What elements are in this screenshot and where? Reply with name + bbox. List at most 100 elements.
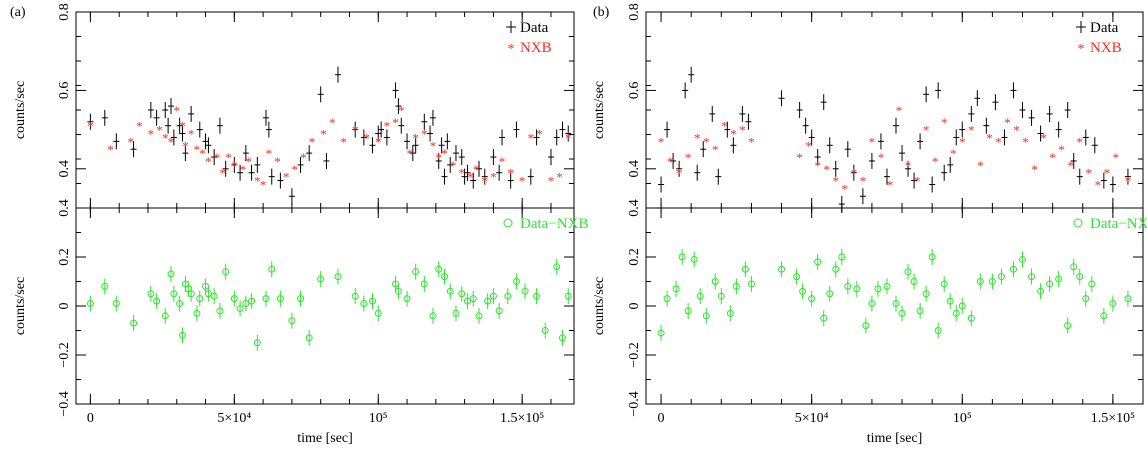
nxb-point: *	[136, 119, 143, 134]
data-point	[495, 307, 503, 315]
data-point	[368, 297, 376, 305]
nxb-point: *	[1086, 166, 1093, 181]
nxb-point: *	[156, 123, 163, 138]
data-point	[1082, 295, 1090, 303]
y-tick-label: −0.2	[57, 342, 72, 367]
nxb-point: *	[941, 115, 948, 130]
data-point	[429, 312, 437, 320]
data-point	[262, 295, 270, 303]
series-nxb: ****************************************…	[658, 40, 1131, 196]
series-nxb: ****************************************…	[87, 40, 571, 192]
x-tick-label: 10⁵	[369, 411, 388, 426]
nxb-point: *	[730, 127, 737, 142]
data-point	[711, 278, 719, 285]
data-point	[1088, 280, 1096, 288]
data-point	[288, 317, 296, 325]
data-point	[997, 273, 1005, 281]
nxb-point: *	[528, 130, 535, 145]
data-point	[967, 314, 975, 322]
data-point	[394, 287, 402, 295]
data-point	[1064, 322, 1072, 330]
y-tick-label: 0.4	[57, 199, 72, 217]
data-point	[702, 312, 710, 320]
nxb-point: *	[1013, 123, 1020, 138]
y-tick-label: 0.2	[57, 248, 72, 266]
nxb-point: *	[914, 174, 921, 189]
data-point	[475, 312, 483, 320]
nxb-point: *	[430, 138, 437, 153]
data-point	[1046, 280, 1054, 288]
data-point	[521, 287, 529, 295]
nxb-point: *	[220, 166, 227, 181]
y-tick-label: 0.4	[627, 199, 642, 217]
nxb-point: *	[878, 150, 885, 165]
y-axis-title: counts/sec	[13, 81, 28, 139]
data-point	[268, 265, 276, 273]
nxb-point: *	[995, 134, 1002, 149]
nxb-point: *	[968, 123, 975, 138]
nxb-point: *	[703, 134, 710, 149]
x-tick-label: 10⁵	[953, 411, 972, 426]
data-point	[657, 329, 665, 337]
data-point	[305, 334, 313, 342]
data-point	[1124, 295, 1132, 303]
series-data: Data	[658, 20, 1131, 213]
legend-label: NXB	[1090, 40, 1122, 56]
nxb-point: *	[685, 150, 692, 165]
nxb-point: *	[805, 138, 812, 153]
nxb-point: *	[507, 166, 514, 181]
data-point	[910, 278, 918, 285]
nxb-point: *	[407, 146, 414, 161]
y-tick-label: 0	[57, 303, 72, 310]
nxb-point: *	[977, 158, 984, 173]
y-tick-label: 0.6	[57, 82, 72, 100]
panel-label: (b)	[593, 5, 610, 20]
nxb-point: *	[482, 174, 489, 189]
data-point	[334, 273, 342, 281]
data-point	[1009, 265, 1017, 273]
nxb-point: *	[1004, 115, 1011, 130]
nxb-point: *	[712, 142, 719, 157]
data-point	[853, 285, 861, 293]
nxb-point: *	[274, 154, 281, 169]
data-point	[469, 295, 477, 303]
x-tick-label: 5×10⁴	[795, 411, 829, 426]
data-point	[988, 278, 996, 285]
nxb-point: *	[240, 162, 247, 177]
panel-label: (a)	[10, 5, 26, 20]
nxb-point: *	[467, 170, 474, 185]
legend-label: Data−NXB	[520, 216, 588, 232]
nxb-point: *	[194, 142, 201, 157]
nxb-point: *	[392, 115, 399, 130]
y-axis-title: counts/sec	[592, 277, 607, 335]
series-data: Data	[87, 20, 572, 205]
nxb-point: *	[375, 134, 382, 149]
data-point	[844, 282, 852, 290]
data-point	[533, 292, 541, 300]
legend-marker	[503, 218, 513, 228]
nxb-point: *	[1076, 134, 1083, 149]
nxb-point: *	[1067, 158, 1074, 173]
nxb-point: *	[1104, 166, 1111, 181]
data-point	[236, 304, 244, 312]
nxb-point: *	[860, 174, 867, 189]
series-data-nxb: Data−NXB	[86, 216, 588, 351]
data-point	[892, 300, 900, 308]
data-point	[484, 297, 492, 305]
nxb-point: *	[174, 103, 181, 118]
data-point	[799, 287, 807, 295]
nxb-point: *	[162, 130, 169, 145]
nxb-point: *	[923, 123, 930, 138]
data-point	[952, 309, 960, 317]
data-point	[489, 292, 497, 300]
nxb-point: *	[214, 150, 221, 165]
nxb-point: *	[721, 119, 728, 134]
nxb-point: *	[179, 119, 186, 134]
y-tick-label: 0.4	[57, 160, 72, 178]
nxb-point: *	[823, 162, 830, 177]
data-point	[726, 309, 734, 317]
nxb-point: *	[107, 142, 114, 157]
data-point	[1055, 275, 1063, 283]
x-tick-label: 1.5×10⁵	[1091, 411, 1135, 426]
